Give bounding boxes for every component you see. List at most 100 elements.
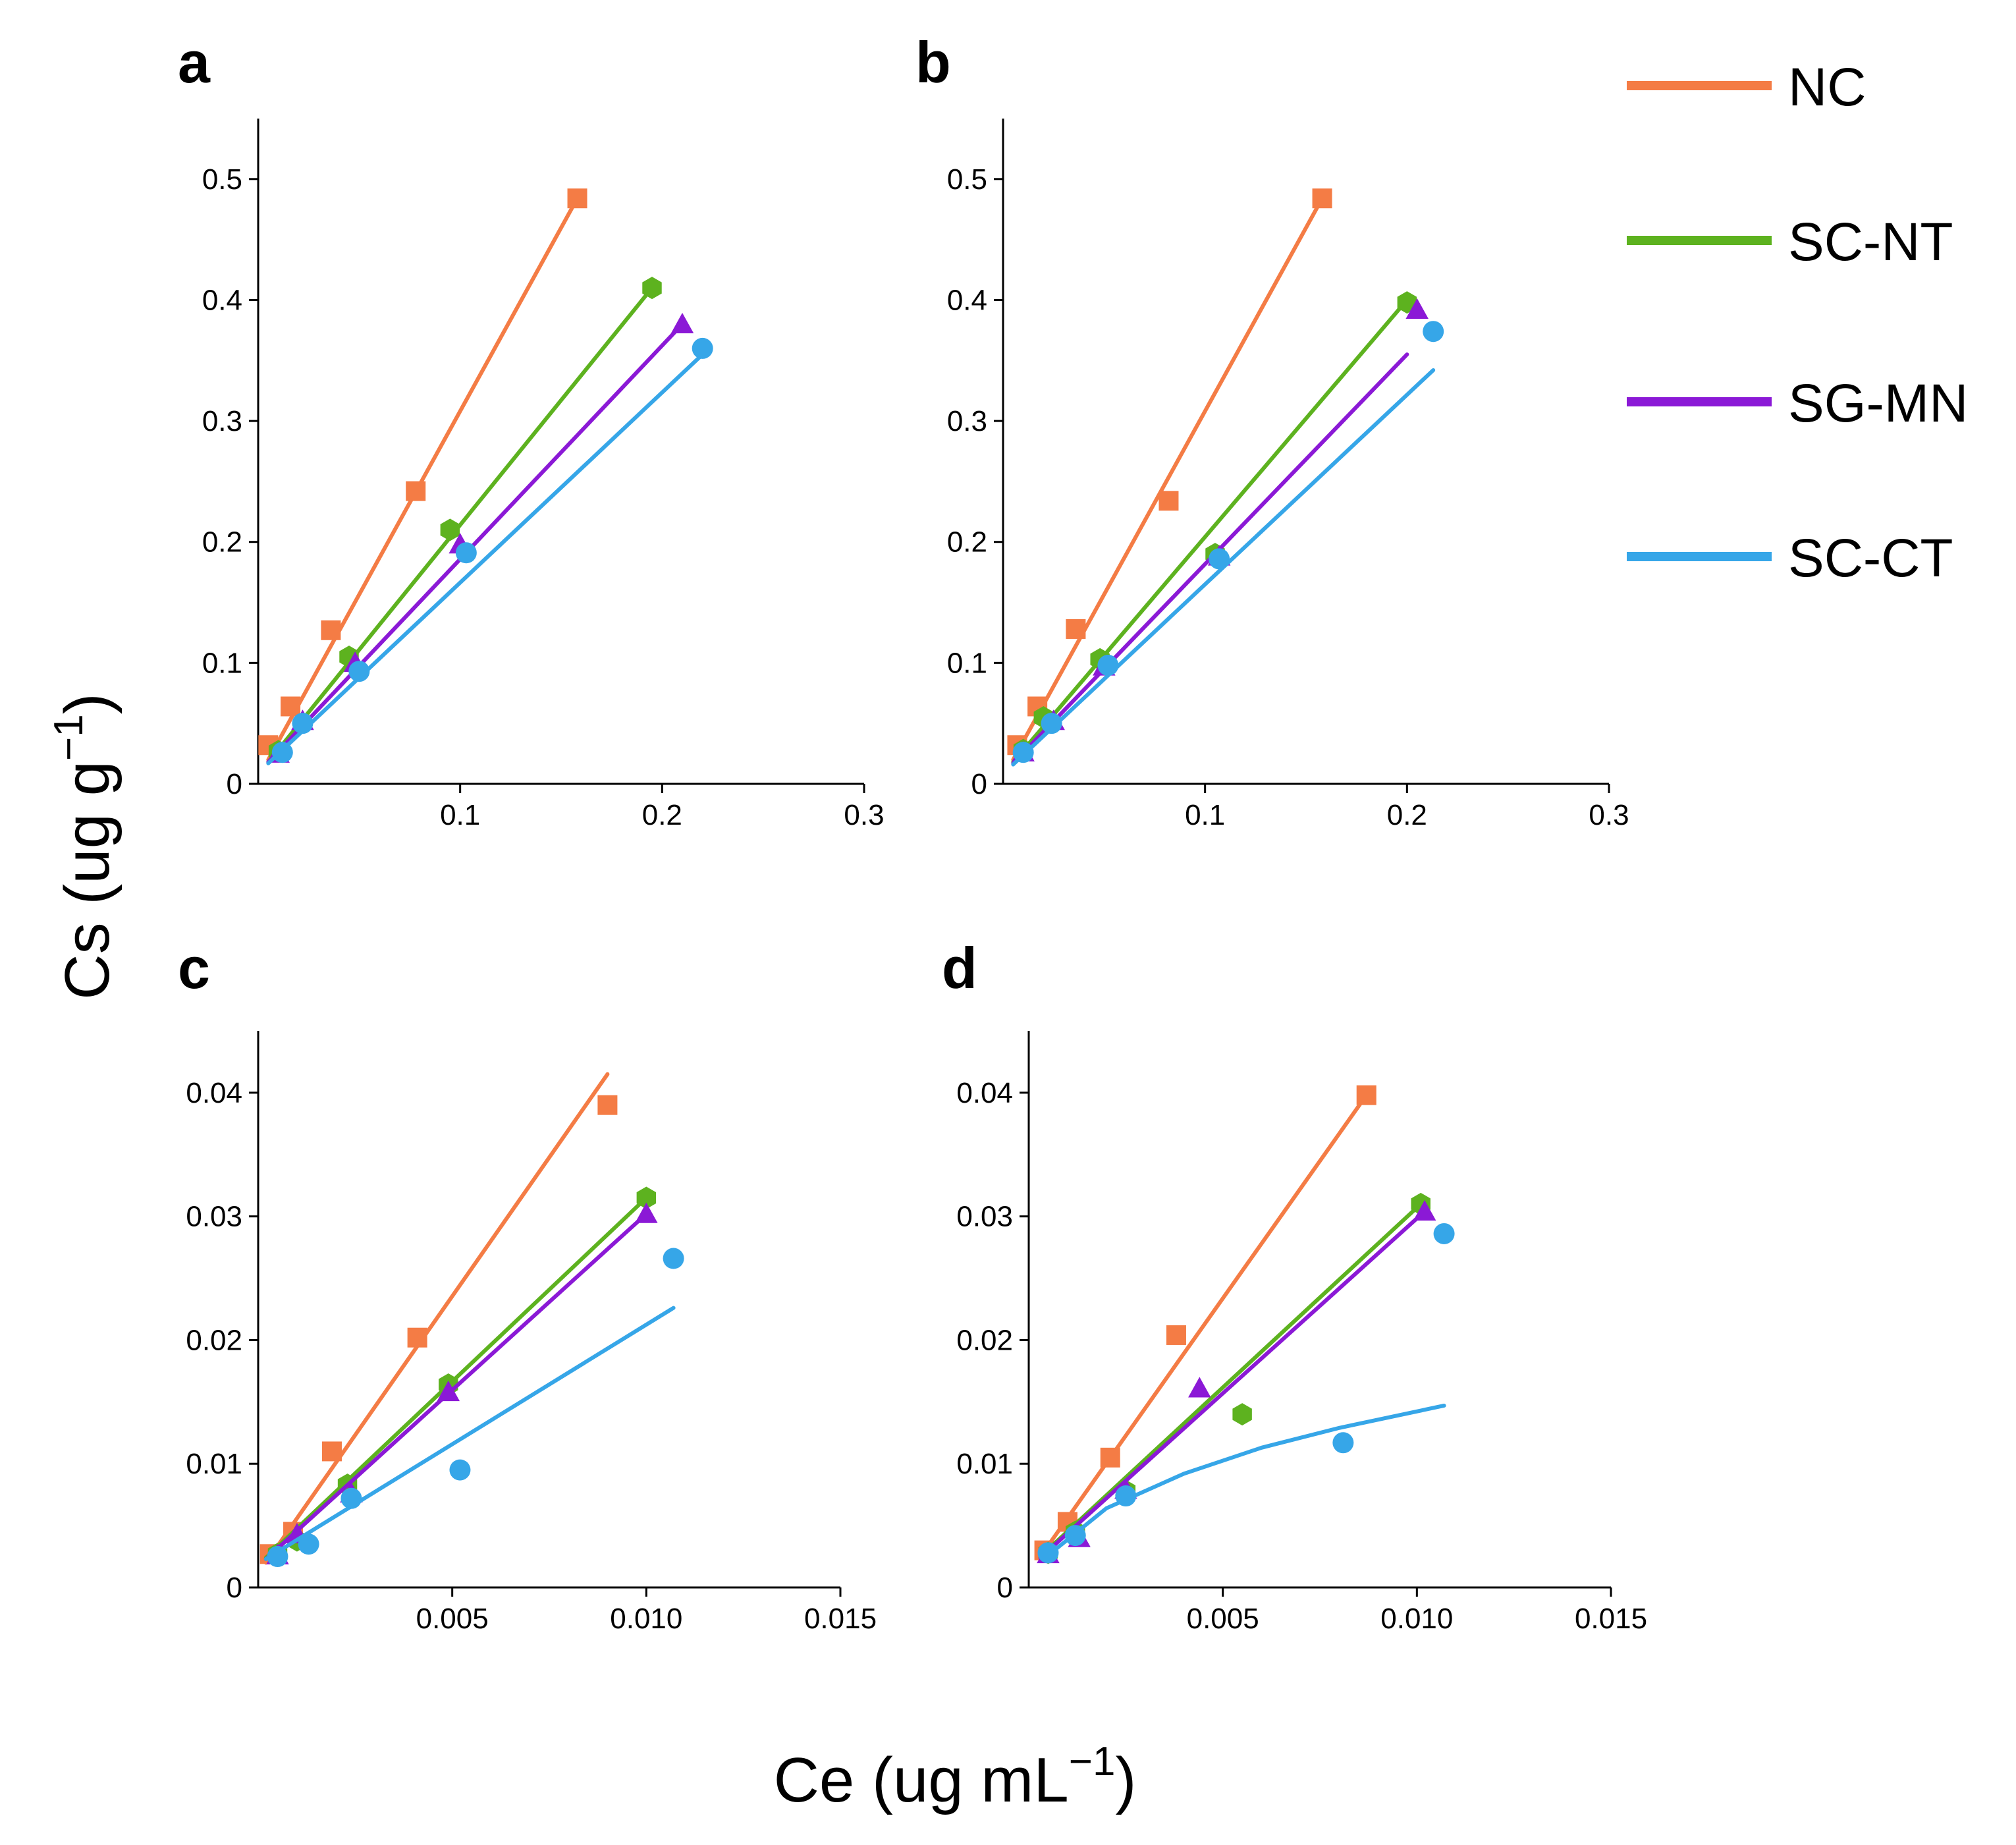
- data-point-nc: [1312, 188, 1332, 209]
- data-point-sc-ct: [298, 1533, 319, 1555]
- y-tick-label: 0.1: [202, 647, 242, 679]
- y-tick-label: 0.1: [947, 647, 987, 679]
- fit-line-sc-ct: [266, 352, 705, 765]
- y-tick-label: 0.04: [186, 1077, 242, 1109]
- y-axis-title: Cs (ug g−1): [46, 693, 123, 999]
- data-point-nc: [321, 1441, 342, 1462]
- y-tick-label: 0.5: [202, 163, 242, 196]
- data-point-sc-ct: [1115, 1485, 1137, 1507]
- fit-line-sg-mn: [1038, 1209, 1427, 1560]
- x-tick-label: 0.3: [844, 799, 884, 831]
- x-tick-label: 0.1: [1185, 799, 1225, 831]
- panel-b: b 0 0.1 0.2 0.3 0.4 0.5 0.1 0.2 0.3: [915, 30, 1629, 831]
- x-tick-label: 0.010: [1380, 1603, 1453, 1635]
- panel-label-b: b: [915, 30, 951, 95]
- panel-a: a 0 0.1 0.2 0.3 0.4 0.5 0.1 0.2 0.3: [178, 30, 885, 831]
- data-point-sc-ct: [1012, 742, 1034, 763]
- data-point-nc: [407, 1327, 427, 1348]
- fit-line-nc: [1038, 1093, 1369, 1559]
- y-tick-label: 0.01: [956, 1448, 1013, 1480]
- data-point-sc-ct: [455, 542, 477, 564]
- data-point-sc-ct: [1332, 1432, 1354, 1454]
- x-tick-label: 0.2: [1387, 799, 1427, 831]
- data-point-sg-mn: [1413, 1199, 1436, 1221]
- y-tick-label: 0.3: [202, 405, 242, 437]
- legend: NC SC-NT SG-MN SC-CT: [1627, 57, 1968, 588]
- data-point-sc-ct: [1064, 1525, 1086, 1547]
- fit-line-sc-ct: [263, 1306, 676, 1561]
- data-point-sg-mn: [635, 1202, 658, 1223]
- fit-line-sc-nt: [1011, 298, 1409, 764]
- data-point-sc-ct: [267, 1546, 288, 1568]
- fit-line-nc: [1011, 196, 1324, 762]
- data-point-sc-ct: [1097, 655, 1119, 676]
- fit-line-sg-mn: [266, 322, 684, 764]
- y-tick-label: 0: [227, 768, 242, 800]
- fit-line-sg-mn: [263, 1211, 649, 1561]
- y-tick-label: 0.4: [947, 284, 987, 316]
- data-point-nc: [1356, 1085, 1376, 1105]
- x-tick-label: 0.1: [440, 799, 480, 831]
- y-tick-label: 0.3: [947, 405, 987, 437]
- data-point-sc-ct: [348, 661, 370, 682]
- data-point-sg-mn: [1405, 298, 1429, 319]
- data-point-sc-ct: [663, 1248, 684, 1269]
- y-tick-label: 0.03: [956, 1201, 1013, 1233]
- legend-label-sg-mn: SG-MN: [1788, 373, 1968, 433]
- x-tick-label: 0.005: [1187, 1603, 1259, 1635]
- fit-curve-sc-ct: [1046, 1403, 1446, 1558]
- y-tick-label: 0.4: [202, 284, 242, 316]
- x-tick-label: 0.010: [610, 1603, 682, 1635]
- y-tick-label: 0: [227, 1572, 242, 1604]
- data-point-sc-ct: [1209, 548, 1230, 570]
- fit-line-nc: [263, 1072, 610, 1565]
- data-point-nc: [281, 696, 301, 717]
- data-point-nc: [406, 481, 426, 501]
- y-tick-label: 0.2: [202, 526, 242, 559]
- y-tick-label: 0: [997, 1572, 1013, 1604]
- data-point-sc-ct: [271, 742, 293, 763]
- panel-label-a: a: [178, 30, 211, 95]
- data-point-nc: [1166, 1325, 1186, 1345]
- x-tick-label: 0.3: [1589, 799, 1629, 831]
- y-tick-label: 0.5: [947, 163, 987, 196]
- x-tick-label: 0.005: [416, 1603, 489, 1635]
- x-tick-label: 0.2: [642, 799, 682, 831]
- data-point-nc: [597, 1095, 618, 1115]
- data-point-sc-ct: [1037, 1542, 1059, 1564]
- fit-line-sc-nt: [263, 1196, 649, 1560]
- data-point-sg-mn: [1188, 1377, 1211, 1398]
- panel-c: c 0 0.01 0.02 0.03 0.04 0.005 0.010 0.015: [178, 935, 877, 1635]
- y-tick-label: 0.01: [186, 1448, 242, 1480]
- data-point-sc-ct: [292, 713, 313, 734]
- y-tick-label: 0: [971, 768, 987, 800]
- data-point-nc: [1100, 1447, 1120, 1468]
- legend-label-sc-ct: SC-CT: [1788, 528, 1953, 588]
- fit-line-nc: [266, 196, 580, 762]
- data-point-sc-ct: [1423, 321, 1444, 343]
- fit-line-sc-nt: [266, 286, 654, 764]
- data-point-nc: [321, 620, 341, 640]
- panel-label-d: d: [942, 935, 977, 1001]
- data-point-sc-ct: [1041, 713, 1062, 734]
- data-point-sc-ct: [341, 1487, 362, 1509]
- fit-line-sc-nt: [1038, 1201, 1423, 1559]
- data-point-sg-mn: [670, 312, 694, 333]
- data-point-sc-ct: [449, 1459, 471, 1481]
- y-tick-label: 0.03: [186, 1201, 242, 1233]
- data-point-sc-nt: [642, 277, 662, 300]
- data-point-sc-nt: [636, 1186, 657, 1209]
- y-tick-label: 0.04: [956, 1077, 1013, 1109]
- data-point-sc-nt: [1232, 1403, 1252, 1426]
- data-point-nc: [1158, 491, 1179, 511]
- y-tick-label: 0.02: [186, 1324, 242, 1356]
- data-point-sc-ct: [1433, 1223, 1455, 1244]
- x-axis-title: Ce (ug mL−1): [774, 1739, 1137, 1815]
- data-point-sc-ct: [692, 337, 713, 359]
- legend-label-sc-nt: SC-NT: [1788, 212, 1953, 272]
- data-point-sc-nt: [440, 518, 460, 541]
- y-tick-label: 0.2: [947, 526, 987, 559]
- data-point-nc: [567, 188, 587, 209]
- x-tick-label: 0.015: [1575, 1603, 1647, 1635]
